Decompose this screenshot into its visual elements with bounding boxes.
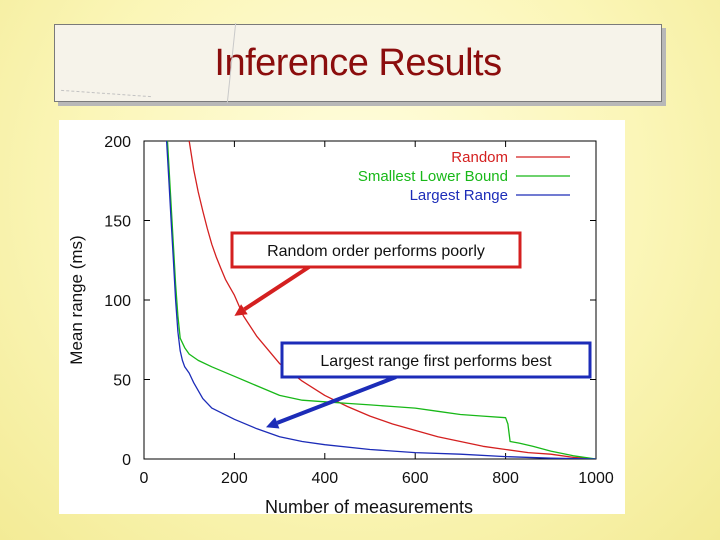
series-layer bbox=[165, 141, 596, 459]
series-line-smallest-lower-bound bbox=[166, 141, 596, 459]
y-axis-label: Mean range (ms) bbox=[67, 235, 86, 364]
x-tick-label: 600 bbox=[402, 470, 429, 487]
annotation-arrow-head bbox=[266, 417, 280, 429]
slide-title-box: Inference Results bbox=[54, 23, 662, 103]
y-tick-label: 100 bbox=[104, 293, 131, 310]
annotation-arrow-head bbox=[234, 304, 248, 316]
legend: Random Smallest Lower Bound Largest Range bbox=[358, 149, 570, 204]
decorative-dash bbox=[61, 89, 151, 98]
annotation-box bbox=[230, 231, 522, 269]
plot-frame bbox=[143, 140, 597, 460]
y-tick-label: 50 bbox=[113, 373, 131, 390]
legend-label: Smallest Lower Bound bbox=[358, 168, 508, 185]
chart-panel: 0 200 400 600 800 1000 0 50 100 150 200 Random Smal… bbox=[59, 120, 625, 517]
annotation-box bbox=[280, 341, 592, 379]
line-chart: 0 200 400 600 800 1000 0 50 100 150 200 Random Smal… bbox=[67, 134, 614, 517]
x-tick-label: 0 bbox=[140, 470, 149, 487]
y-tick-label: 150 bbox=[104, 214, 131, 231]
x-axis-label: Number of measurements bbox=[265, 497, 473, 514]
annotation-text: Random order performs poorly bbox=[267, 243, 485, 260]
annotations-layer: Random order performs poorly Largest rang… bbox=[230, 231, 592, 429]
axes-layer: 0 200 400 600 800 1000 0 50 100 150 200 bbox=[104, 134, 614, 487]
series-line-random bbox=[188, 141, 596, 459]
annotation-arrow-shaft bbox=[243, 265, 311, 311]
y-tick-label: 0 bbox=[122, 452, 131, 469]
slide-title: Inference Results bbox=[214, 41, 502, 84]
y-tick-label: 200 bbox=[104, 134, 131, 151]
series-line-largest-range bbox=[165, 141, 596, 459]
x-tick-label: 200 bbox=[221, 470, 248, 487]
x-tick-label: 800 bbox=[492, 470, 519, 487]
legend-label: Random bbox=[451, 149, 508, 166]
x-tick-label: 1000 bbox=[578, 470, 614, 487]
annotation-text: Largest range first performs best bbox=[320, 353, 552, 370]
x-tick-label: 400 bbox=[311, 470, 338, 487]
annotation-arrow-shaft bbox=[276, 375, 397, 425]
legend-label: Largest Range bbox=[410, 187, 508, 204]
